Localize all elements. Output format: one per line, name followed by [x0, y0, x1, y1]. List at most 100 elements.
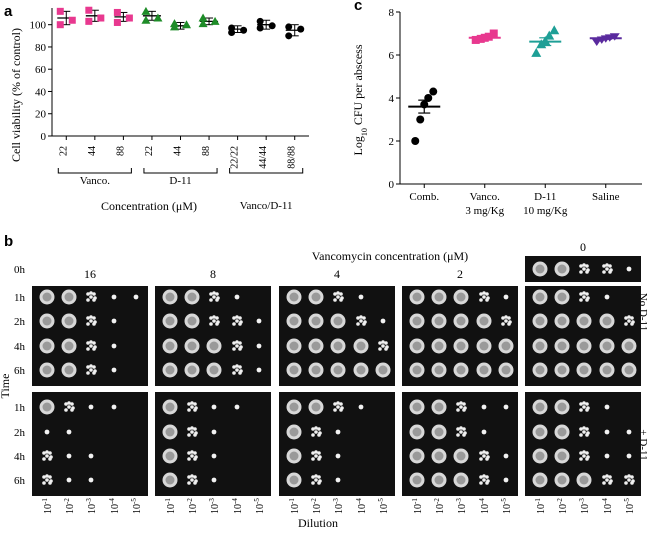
- dilution-base: 10: [65, 504, 76, 514]
- colony-dot: [239, 345, 243, 349]
- colony-spot-center: [557, 316, 567, 326]
- colony-dot: [212, 315, 216, 319]
- colony-dot: [187, 451, 191, 455]
- colony-dot: [482, 291, 486, 295]
- colony-dot: [359, 315, 363, 319]
- panel-b-label: b: [4, 233, 13, 250]
- colony-spot-center: [557, 427, 567, 437]
- colony-dot: [380, 318, 386, 324]
- colony-dot: [314, 474, 318, 478]
- panel-a-point: [285, 23, 293, 31]
- dilution-base: 10: [43, 504, 54, 514]
- colony-spot-center: [311, 316, 321, 326]
- colony-dot: [193, 427, 197, 431]
- colony-dot: [92, 316, 96, 320]
- colony-dot: [624, 481, 628, 485]
- colony-dot: [358, 404, 364, 410]
- colony-spot-center: [412, 402, 422, 412]
- panel-b-title: Vancomycin concentration (μM): [312, 249, 468, 263]
- dilution-exponent: -3: [332, 498, 340, 504]
- dilution-label: 10-4: [478, 498, 491, 514]
- colony-spot-center: [579, 316, 589, 326]
- colony-dot: [311, 427, 315, 431]
- colony-dot: [579, 451, 583, 455]
- panel-a-ytick-label: 80: [35, 42, 47, 54]
- colony-dot: [256, 318, 262, 324]
- colony-dot: [211, 404, 217, 410]
- colony-dot: [89, 319, 93, 323]
- colony-dot: [111, 404, 117, 410]
- colony-dot: [49, 479, 53, 483]
- colony-dot: [630, 316, 634, 320]
- dilution-base: 10: [558, 504, 569, 514]
- colony-spot-center: [42, 292, 52, 302]
- colony-dot: [503, 477, 509, 483]
- colony-spot-center: [42, 341, 52, 351]
- colony-dot: [339, 292, 343, 296]
- colony-dot: [111, 318, 117, 324]
- colony-dot: [187, 402, 191, 406]
- panel-c-ylabel-sub: 10: [360, 128, 369, 136]
- colony-dot: [235, 340, 239, 344]
- colony-dot: [232, 341, 236, 345]
- dilution-base: 10: [536, 504, 547, 514]
- colony-dot: [482, 295, 486, 299]
- colony-dot: [317, 475, 321, 479]
- colony-spot-center: [412, 365, 422, 375]
- panel-c-ytick-label: 0: [389, 179, 395, 191]
- colony-dot: [49, 455, 53, 459]
- colony-dot: [111, 343, 117, 349]
- panel-a-xtick-label: 88/88: [287, 146, 298, 169]
- colony-dot: [604, 404, 610, 410]
- colony-spot-center: [456, 365, 466, 375]
- panel-c-xtick-label: Comb.: [409, 191, 439, 203]
- colony-spot-center: [602, 316, 612, 326]
- colony-spot-center: [479, 316, 489, 326]
- colony-dot: [579, 298, 583, 302]
- dilution-base: 10: [312, 504, 323, 514]
- colony-spot-center: [602, 365, 612, 375]
- dilution-base: 10: [603, 504, 614, 514]
- panel-c-xtick-label: Vanco.: [470, 191, 500, 203]
- colony-spot-center: [624, 341, 634, 351]
- concentration-label: 4: [334, 267, 340, 281]
- dilution-base: 10: [110, 504, 121, 514]
- colony-spot-center: [434, 341, 444, 351]
- concentration-label: 2: [457, 267, 463, 281]
- colony-spot-center: [479, 341, 489, 351]
- dilution-base: 10: [233, 504, 244, 514]
- panel-a-point: [56, 21, 64, 29]
- dilution-exponent: -3: [455, 498, 463, 504]
- dilution-label: 10-1: [288, 498, 301, 514]
- colony-dot: [585, 402, 589, 406]
- panel-c-xtick-sublabel: 10 mg/Kg: [523, 205, 568, 217]
- colony-spot-center: [535, 264, 545, 274]
- colony-dot: [504, 319, 508, 323]
- colony-dot: [579, 427, 583, 431]
- dilution-label: 10-2: [433, 498, 446, 514]
- colony-dot: [579, 433, 583, 437]
- colony-dot: [190, 450, 194, 454]
- colony-dot: [624, 316, 628, 320]
- colony-dot: [501, 316, 505, 320]
- colony-dot: [486, 296, 490, 300]
- panel-a-ylabel: Cell viability (% of control): [9, 28, 23, 162]
- colony-dot: [456, 433, 460, 437]
- colony-dot: [187, 433, 191, 437]
- panel-c-chart: Log10 CFU per abscess 0 2 4 6 8 Comb. Vanco. 3 …: [351, 7, 642, 217]
- colony-dot: [89, 295, 93, 299]
- colony-spot-center: [64, 316, 74, 326]
- colony-spot-center: [434, 292, 444, 302]
- dilution-base: 10: [255, 504, 266, 514]
- dilution-exponent: -1: [164, 498, 172, 504]
- colony-dot: [462, 427, 466, 431]
- colony-dot: [336, 295, 340, 299]
- colony-spot-center: [535, 451, 545, 461]
- dilution-base: 10: [502, 504, 513, 514]
- colony-dot: [485, 451, 489, 455]
- colony-dot: [86, 322, 90, 326]
- colony-dot: [42, 451, 46, 455]
- colony-dot: [93, 320, 97, 324]
- time-label-plus-d11: 6h: [14, 475, 26, 487]
- colony-dot: [93, 296, 97, 300]
